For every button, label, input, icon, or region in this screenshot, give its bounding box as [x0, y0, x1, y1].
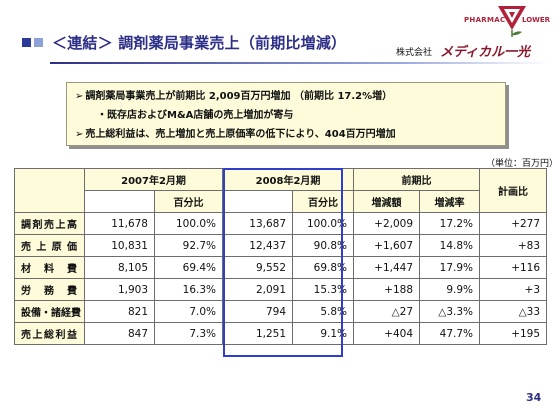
cell-p2008: 5.8%	[292, 300, 355, 323]
cell-p2007: 16.3%	[153, 278, 224, 301]
col-plan: 計画比	[479, 168, 548, 213]
col-fy2008: 2008年2月期	[222, 168, 355, 191]
cell-v2007: 821	[84, 300, 155, 323]
pharmac-flower-logo	[498, 6, 526, 37]
company-name: メディカル一光	[440, 45, 531, 60]
cell-p2008: 9.1%	[292, 322, 355, 345]
cell-v2007: 8,105	[84, 256, 155, 279]
cell-rate: 14.8%	[419, 234, 481, 257]
table-row: 調剤売上高 11,678 100.0% 13,687 100.0% +2,009…	[14, 212, 548, 235]
row-label: 売上原価	[14, 234, 85, 257]
cell-p2007: 92.7%	[153, 234, 224, 257]
cell-p2008: 15.3%	[292, 278, 355, 301]
cell-rate: 47.7%	[419, 322, 481, 345]
row-label: 売上総利益	[14, 322, 85, 345]
summary-line-3: ➢ 売上総利益は、売上増加と売上原価率の低下により、404百万円増加	[75, 125, 497, 144]
cell-change: +2,009	[353, 212, 421, 235]
arrow-bullet-icon: ➢	[75, 91, 84, 102]
page-title: ＜連結＞ 調剤薬局事業売上（前期比増減）	[52, 34, 347, 52]
cell-v2007: 847	[84, 322, 155, 345]
cell-p2007: 100.0%	[153, 212, 224, 235]
logo-text-left: PHARMAC	[464, 16, 506, 24]
summary-text-1: 調剤薬局事業売上が前期比 2,009百万円増加 （前期比 17.2%増）	[85, 91, 393, 102]
cell-v2008: 13,687	[222, 212, 294, 235]
cell-plan: +83	[479, 234, 548, 257]
company-prefix: 株式会社	[396, 48, 433, 58]
cell-plan: +195	[479, 322, 548, 345]
table-row: 労務費 1,903 16.3% 2,091 15.3% +188 9.9% +3	[14, 278, 548, 301]
cell-p2007: 7.0%	[153, 300, 224, 323]
cell-rate: 9.9%	[419, 278, 481, 301]
title-bullet-square-light-icon	[34, 38, 43, 47]
col-yoy: 前期比	[353, 168, 481, 191]
summary-box: ➢ 調剤薬局事業売上が前期比 2,009百万円増加 （前期比 17.2%増） ・既…	[66, 82, 506, 146]
cell-plan: +3	[479, 278, 548, 301]
logo-text-right: LOWER	[522, 16, 551, 24]
cell-v2008: 1,251	[222, 322, 294, 345]
unit-label: （単位：百万円）	[486, 159, 559, 169]
sub-blank-1	[84, 190, 155, 213]
sub-ratio-2008: 百分比	[292, 190, 355, 213]
cell-change: △27	[353, 300, 421, 323]
table-row: 設備・諸経費 821 7.0% 794 5.8% △27 △3.3% △33	[14, 300, 548, 323]
cell-p2008: 90.8%	[292, 234, 355, 257]
cell-change: +188	[353, 278, 421, 301]
cell-v2007: 11,678	[84, 212, 155, 235]
cell-v2008: 12,437	[222, 234, 294, 257]
sub-rate: 増減率	[419, 190, 481, 213]
arrow-bullet-icon: ➢	[75, 129, 84, 140]
cell-plan: △33	[479, 300, 548, 323]
cell-v2007: 10,831	[84, 234, 155, 257]
cell-v2008: 794	[222, 300, 294, 323]
cell-rate: △3.3%	[419, 300, 481, 323]
title-bullet-square-icon	[22, 38, 31, 47]
row-label: 設備・諸経費	[14, 300, 85, 323]
cell-plan: +116	[479, 256, 548, 279]
col-fy2007: 2007年2月期	[83, 168, 224, 191]
cell-p2008: 69.8%	[292, 256, 355, 279]
table-header-row: 2007年2月期 2008年2月期 前期比 計画比	[14, 168, 548, 213]
summary-line-1: ➢ 調剤薬局事業売上が前期比 2,009百万円増加 （前期比 17.2%増）	[75, 87, 497, 106]
table-subheader-row: 百分比 百分比 増減額 増減率	[15, 190, 547, 213]
sub-blank-2	[222, 190, 294, 213]
summary-text-3: 売上総利益は、売上増加と売上原価率の低下により、404百万円増加	[85, 129, 396, 140]
cell-change: +1,447	[353, 256, 421, 279]
financial-table: 2007年2月期 2008年2月期 前期比 計画比 百分比 百分比 増減額 増減…	[14, 168, 548, 345]
cell-plan: +277	[479, 212, 548, 235]
row-label: 材料費	[14, 256, 85, 279]
page-number: 34	[526, 391, 542, 404]
cell-p2007: 7.3%	[153, 322, 224, 345]
sub-change: 増減額	[353, 190, 421, 213]
cell-v2008: 2,091	[222, 278, 294, 301]
cell-p2008: 100.0%	[292, 212, 355, 235]
cell-rate: 17.2%	[419, 212, 481, 235]
title-divider	[50, 62, 550, 64]
cell-v2008: 9,552	[222, 256, 294, 279]
cell-v2007: 1,903	[84, 278, 155, 301]
sub-ratio-2007: 百分比	[153, 190, 224, 213]
cell-change: +1,607	[353, 234, 421, 257]
table-row: 売上総利益 847 7.3% 1,251 9.1% +404 47.7% +19…	[14, 322, 548, 345]
cell-rate: 17.9%	[419, 256, 481, 279]
summary-text-2: ・既存店およびM&A店舗の売上増加が寄与	[97, 110, 294, 121]
table-corner-cell	[14, 168, 85, 213]
cell-change: +404	[353, 322, 421, 345]
row-label: 調剤売上高	[14, 212, 85, 235]
table-row: 材料費 8,105 69.4% 9,552 69.8% +1,447 17.9%…	[14, 256, 548, 279]
row-label: 労務費	[14, 278, 85, 301]
table-row: 売上原価 10,831 92.7% 12,437 90.8% +1,607 14…	[14, 234, 548, 257]
cell-p2007: 69.4%	[153, 256, 224, 279]
